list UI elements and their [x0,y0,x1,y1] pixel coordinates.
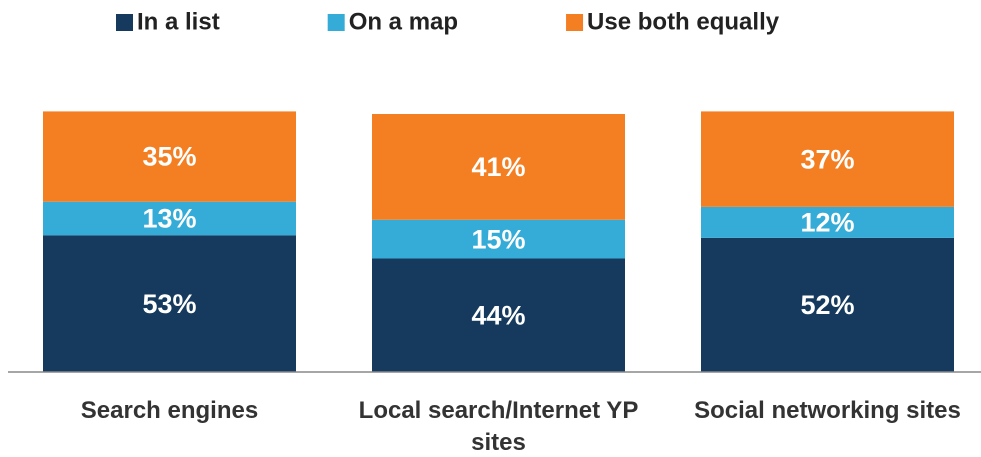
bar-segment [372,114,625,220]
bar-segment [701,206,954,238]
x-tick-line: Local search/Internet YP [359,397,639,424]
data-label: 35% [142,142,196,172]
legend-swatch [327,14,345,31]
bar-segment [701,237,954,372]
bar-segment [43,111,296,202]
data-label: 37% [800,144,854,174]
legend-swatch [566,14,584,31]
x-tick-label: Search engines [81,397,258,424]
legend-swatch [116,14,133,31]
legend-label: On a map [349,8,458,35]
data-label: 12% [800,207,854,237]
bar-segment [372,258,625,372]
legend-label: Use both equally [587,8,780,35]
x-tick-line: Search engines [81,397,258,424]
data-label: 44% [471,300,525,330]
data-label: 52% [800,290,854,320]
bar-segment [43,235,296,372]
bar-segment [372,219,625,259]
x-tick-label: Local search/Internet YP sites [359,397,639,456]
bar-segment [701,111,954,207]
x-tick-line: Social networking sites [694,397,961,424]
data-label: 41% [471,152,525,182]
x-tick-label: Social networking sites [694,397,961,424]
x-tick-line: sites [471,429,526,456]
data-label: 13% [142,204,196,234]
data-label: 15% [471,224,525,254]
legend-label: In a list [137,8,220,35]
data-label: 53% [142,289,196,319]
bar-segment [43,201,296,236]
